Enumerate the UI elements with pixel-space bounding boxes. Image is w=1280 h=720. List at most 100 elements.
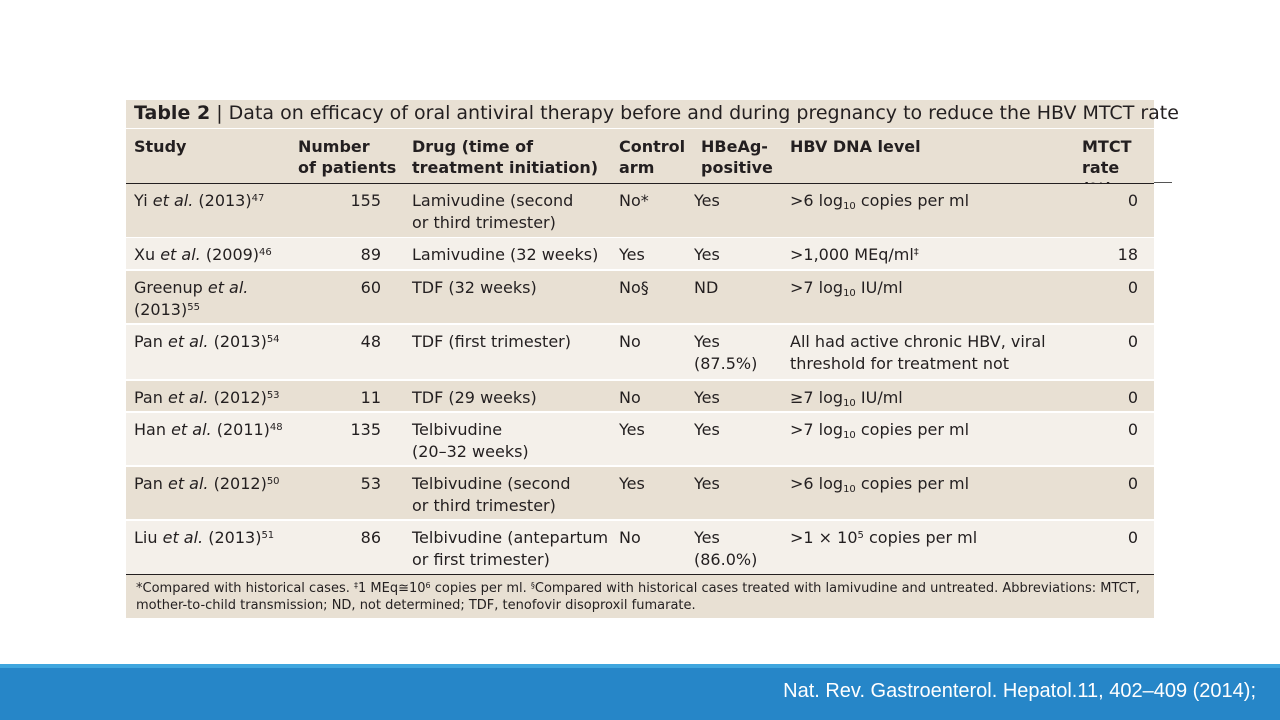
footnote-sup-2: 6: [425, 581, 431, 590]
cell-dna-level: >1,000 MEq/ml‡: [790, 244, 1080, 266]
cell-patients: 135: [350, 420, 381, 439]
study-reference: 48: [269, 422, 283, 433]
cell-dna-level: >1 × 105 copies per ml: [790, 527, 1080, 549]
footnote-sup-3: §: [530, 581, 535, 590]
header-patients: Number of patients: [298, 137, 397, 177]
dna-text: >7 log: [790, 420, 844, 439]
dna-text: >1 × 10: [790, 528, 858, 547]
cell-dna-level: ≥7 log10 IU/ml: [790, 387, 1080, 409]
study-et-al: et al.: [171, 420, 212, 439]
header-hbeag: HBeAg- positive: [701, 137, 773, 177]
citation-text: Nat. Rev. Gastroenterol. Hepatol.11, 402…: [783, 680, 1256, 702]
header-rule-extension: [1154, 182, 1172, 183]
row-divider: [126, 323, 1154, 325]
footnote-sup-1: ‡: [353, 581, 358, 590]
table-row: Han et al. (2011)48 135 Telbivudine (20–32…: [126, 413, 1154, 465]
study-reference: 46: [259, 247, 272, 258]
cell-control-arm: Yes: [619, 420, 645, 439]
study-year: (2013): [213, 332, 267, 351]
cell-drug: TDF (29 weeks): [412, 388, 537, 407]
study-et-al: et al.: [160, 245, 201, 264]
dna-subscript: 10: [843, 398, 856, 409]
table-header-row: Study Number of patients Drug (time of t…: [126, 130, 1154, 198]
title-separator: |: [216, 102, 223, 124]
table-row: Pan et al. (2012)50 53 Telbivudine (second…: [126, 467, 1154, 519]
cell-control-arm: No§: [619, 278, 649, 297]
row-divider: [126, 379, 1154, 381]
dna-superscript: ‡: [913, 247, 919, 258]
cell-drug: Telbivudine (20–32 weeks): [412, 420, 529, 461]
cell-study: Liu et al. (2013)51: [134, 527, 284, 549]
cell-drug: Telbivudine (antepartum or first trimest…: [412, 528, 609, 569]
cell-hbeag: Yes: [694, 474, 720, 493]
cell-control-arm: No: [619, 528, 641, 547]
study-year: (2013): [198, 191, 252, 210]
cell-hbeag: Yes: [694, 191, 720, 210]
dna-text: >6 log: [790, 474, 844, 493]
cell-study: Han et al. (2011)48: [134, 419, 284, 441]
cell-study: Yi et al. (2013)47: [134, 190, 284, 212]
header-dna: HBV DNA level: [790, 137, 921, 156]
dna-unit: IU/ml: [855, 278, 903, 297]
study-et-al: et al.: [152, 191, 194, 210]
footnote-text-3: copies per ml.: [430, 581, 531, 596]
cell-mtct-rate: 0: [1127, 191, 1138, 210]
dna-text: >1,000 MEq/ml: [790, 245, 914, 264]
footnote-text-2: 1 MEq≅10: [357, 581, 426, 596]
study-et-al: et al.: [207, 278, 249, 297]
study-reference: 47: [251, 193, 265, 204]
cell-hbeag: Yes (87.5%): [694, 332, 758, 373]
dna-text: ≥7 log: [790, 388, 844, 407]
study-et-al: et al.: [167, 474, 209, 493]
study-author: Pan: [134, 388, 163, 407]
cell-study: Pan et al. (2012)53: [134, 387, 284, 409]
study-year: (2011): [216, 420, 270, 439]
dna-text: >6 log: [790, 191, 844, 210]
cell-study: Pan et al. (2013)54: [134, 331, 284, 353]
dna-subscript: 10: [843, 430, 856, 441]
study-author: Pan: [134, 474, 163, 493]
footnote-text-1: *Compared with historical cases.: [136, 581, 354, 596]
table-row: Pan et al. (2012)53 11 TDF (29 weeks) No Yes…: [126, 381, 1154, 411]
dna-unit: copies per ml: [855, 474, 970, 493]
cell-dna-level: >7 log10 IU/ml: [790, 277, 1080, 299]
cell-mtct-rate: 0: [1127, 420, 1138, 439]
cell-study: Xu et al. (2009)46: [134, 244, 284, 266]
header-drug: Drug (time of treatment initiation): [412, 137, 599, 177]
study-reference: 54: [266, 334, 280, 345]
cell-control-arm: Yes: [619, 245, 645, 264]
footer-bar: Nat. Rev. Gastroenterol. Hepatol.11, 402…: [0, 664, 1280, 720]
cell-patients: 48: [360, 332, 381, 351]
study-reference: 51: [261, 530, 275, 541]
cell-control-arm: No: [619, 388, 641, 407]
cell-dna-level: >6 log10 copies per ml: [790, 473, 1080, 495]
cell-mtct-rate: 0: [1127, 474, 1138, 493]
dna-unit: copies per ml: [855, 420, 970, 439]
cell-patients: 11: [360, 388, 381, 407]
row-divider: [126, 519, 1154, 521]
table-row: Greenup et al. (2013)55 60 TDF (32 weeks) No…: [126, 271, 1154, 323]
table-number: Table 2: [134, 102, 211, 124]
study-year: (2013): [208, 528, 262, 547]
study-reference: 55: [187, 302, 200, 313]
study-author: Yi: [134, 191, 148, 210]
footnote-text-4: Compared with historical cases treated w…: [136, 581, 1140, 613]
cell-mtct-rate: 0: [1127, 332, 1138, 351]
cell-drug: Telbivudine (second or third trimester): [412, 474, 571, 515]
study-author: Greenup: [134, 278, 203, 297]
study-author: Xu: [134, 245, 156, 264]
cell-patients: 60: [360, 278, 381, 297]
study-year: (2009): [205, 245, 260, 264]
row-divider: [126, 411, 1154, 413]
table-title: Table 2 | Data on efficacy of oral antiv…: [126, 100, 1179, 129]
cell-control-arm: Yes: [619, 474, 645, 493]
cell-hbeag: Yes: [694, 245, 720, 264]
study-et-al: et al.: [167, 388, 209, 407]
study-et-al: et al.: [162, 528, 204, 547]
efficacy-table: Table 2 | Data on efficacy of oral antiv…: [126, 100, 1179, 618]
cell-mtct-rate: 0: [1127, 528, 1138, 547]
cell-study: Greenup et al. (2013)55: [134, 277, 284, 321]
cell-drug: Lamivudine (second or third trimester): [412, 191, 574, 232]
study-author: Liu: [134, 528, 158, 547]
row-divider: [126, 465, 1154, 467]
